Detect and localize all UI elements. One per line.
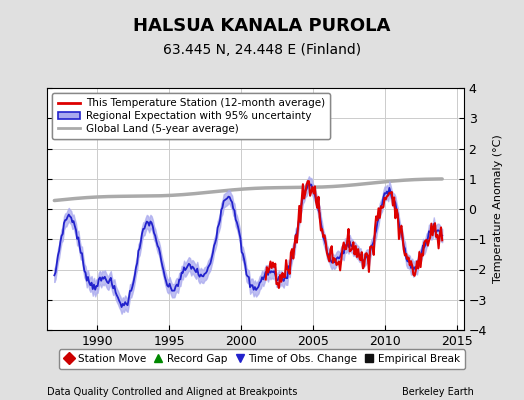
Y-axis label: Temperature Anomaly (°C): Temperature Anomaly (°C) bbox=[493, 135, 503, 283]
Legend: This Temperature Station (12-month average), Regional Expectation with 95% uncer: This Temperature Station (12-month avera… bbox=[52, 93, 330, 139]
Text: 63.445 N, 24.448 E (Finland): 63.445 N, 24.448 E (Finland) bbox=[163, 43, 361, 57]
Text: HALSUA KANALA PUROLA: HALSUA KANALA PUROLA bbox=[133, 17, 391, 35]
Legend: Station Move, Record Gap, Time of Obs. Change, Empirical Break: Station Move, Record Gap, Time of Obs. C… bbox=[59, 350, 465, 369]
Text: Berkeley Earth: Berkeley Earth bbox=[402, 387, 474, 397]
Text: Data Quality Controlled and Aligned at Breakpoints: Data Quality Controlled and Aligned at B… bbox=[47, 387, 298, 397]
